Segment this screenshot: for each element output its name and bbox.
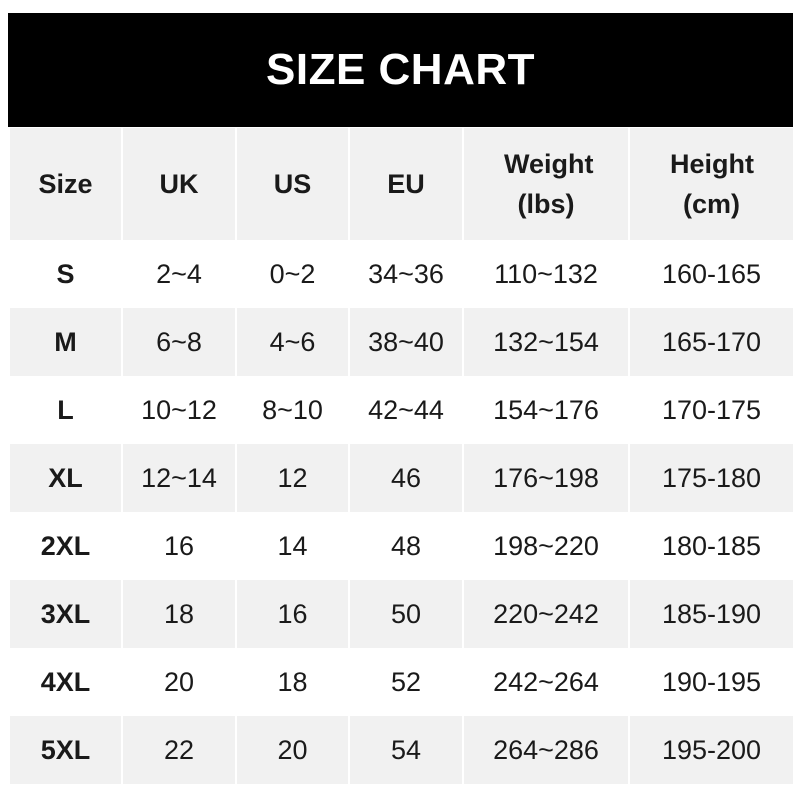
cell-weight: 154~176 [462,376,630,444]
cell-height: 175-180 [628,444,795,512]
cell-uk: 22 [121,716,237,784]
cell-us: 18 [235,648,350,716]
cell-size: 4XL [8,648,123,716]
cell-weight: 132~154 [462,308,630,376]
cell-uk: 16 [121,512,237,580]
header-eu: EU [348,128,464,240]
cell-height: 195-200 [628,716,795,784]
cell-eu: 54 [348,716,464,784]
header-height: Height (cm) [628,128,795,240]
table-row: 3XL 18 16 50 220~242 185-190 [8,580,795,648]
cell-us: 4~6 [235,308,350,376]
cell-us: 16 [235,580,350,648]
cell-size: S [8,240,123,308]
cell-height: 180-185 [628,512,795,580]
cell-height: 170-175 [628,376,795,444]
table-row: M 6~8 4~6 38~40 132~154 165-170 [8,308,795,376]
cell-height: 185-190 [628,580,795,648]
cell-uk: 2~4 [121,240,237,308]
table-row: L 10~12 8~10 42~44 154~176 170-175 [8,376,795,444]
cell-height: 190-195 [628,648,795,716]
cell-eu: 50 [348,580,464,648]
cell-height: 165-170 [628,308,795,376]
cell-size: 5XL [8,716,123,784]
cell-uk: 12~14 [121,444,237,512]
size-chart-table: Size UK US EU Weight (lbs) Height (cm) S… [8,128,795,784]
cell-weight: 220~242 [462,580,630,648]
cell-weight: 176~198 [462,444,630,512]
header-weight: Weight (lbs) [462,128,630,240]
header-uk: UK [121,128,237,240]
header-row: Size UK US EU Weight (lbs) Height (cm) [8,128,795,240]
table-row: 4XL 20 18 52 242~264 190-195 [8,648,795,716]
cell-eu: 38~40 [348,308,464,376]
cell-uk: 6~8 [121,308,237,376]
cell-us: 8~10 [235,376,350,444]
cell-uk: 18 [121,580,237,648]
cell-eu: 52 [348,648,464,716]
table-row: XL 12~14 12 46 176~198 175-180 [8,444,795,512]
cell-us: 0~2 [235,240,350,308]
cell-weight: 242~264 [462,648,630,716]
header-us: US [235,128,350,240]
cell-us: 12 [235,444,350,512]
cell-uk: 10~12 [121,376,237,444]
cell-height: 160-165 [628,240,795,308]
cell-eu: 46 [348,444,464,512]
cell-weight: 198~220 [462,512,630,580]
cell-size: 2XL [8,512,123,580]
cell-eu: 34~36 [348,240,464,308]
cell-us: 14 [235,512,350,580]
cell-weight: 110~132 [462,240,630,308]
cell-size: XL [8,444,123,512]
cell-weight: 264~286 [462,716,630,784]
table-row: 5XL 22 20 54 264~286 195-200 [8,716,795,784]
cell-size: 3XL [8,580,123,648]
cell-eu: 42~44 [348,376,464,444]
cell-uk: 20 [121,648,237,716]
cell-us: 20 [235,716,350,784]
table-row: 2XL 16 14 48 198~220 180-185 [8,512,795,580]
size-chart-title: SIZE CHART [8,13,793,127]
cell-size: M [8,308,123,376]
cell-size: L [8,376,123,444]
cell-eu: 48 [348,512,464,580]
header-size: Size [8,128,123,240]
table-row: S 2~4 0~2 34~36 110~132 160-165 [8,240,795,308]
